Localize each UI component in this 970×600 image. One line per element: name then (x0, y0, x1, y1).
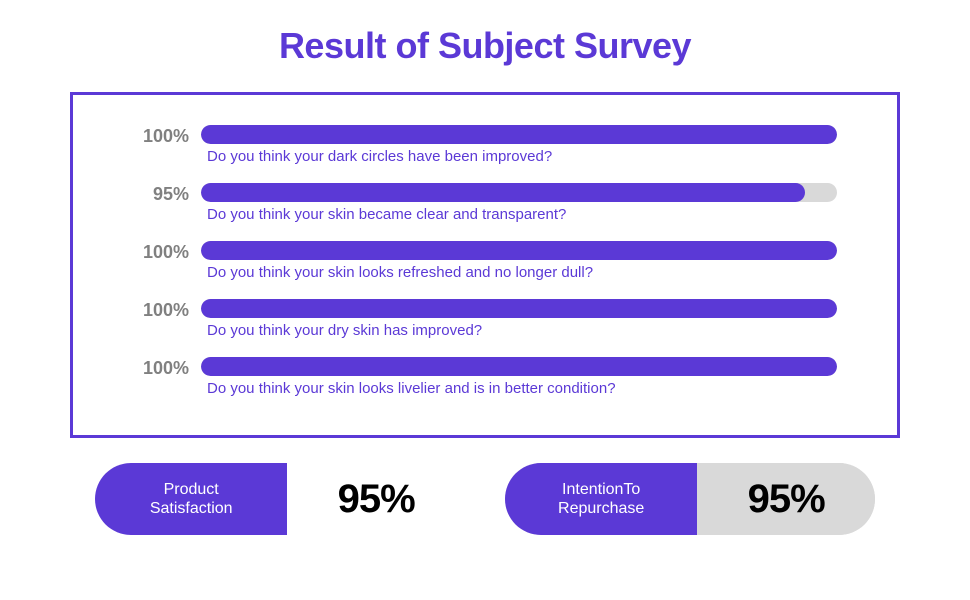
bar-track (201, 125, 837, 144)
bar-track (201, 357, 837, 376)
survey-box: 100%Do you think your dark circles have … (70, 92, 900, 438)
summary-pill-value: 95% (697, 463, 875, 535)
bar-wrap: Do you think your skin became clear and … (201, 183, 837, 223)
summary-pill-value: 95% (287, 463, 465, 535)
bar-fill (201, 357, 837, 376)
summary-pill-label: ProductSatisfaction (95, 463, 287, 535)
survey-bar-row: 100%Do you think your dark circles have … (133, 125, 837, 165)
bar-fill (201, 299, 837, 318)
summary-pill: ProductSatisfaction95% (95, 463, 465, 535)
bar-question: Do you think your skin looks livelier an… (201, 380, 837, 397)
bar-percent-label: 95% (133, 183, 201, 205)
bar-track (201, 299, 837, 318)
bar-wrap: Do you think your dry skin has improved? (201, 299, 837, 339)
bar-track (201, 183, 837, 202)
survey-bar-row: 100%Do you think your skin looks livelie… (133, 357, 837, 397)
bar-track (201, 241, 837, 260)
bar-question: Do you think your dark circles have been… (201, 148, 837, 165)
bar-wrap: Do you think your skin looks livelier an… (201, 357, 837, 397)
page-title: Result of Subject Survey (40, 25, 930, 67)
survey-bar-row: 100%Do you think your dry skin has impro… (133, 299, 837, 339)
bar-percent-label: 100% (133, 241, 201, 263)
bar-wrap: Do you think your dark circles have been… (201, 125, 837, 165)
bar-question: Do you think your dry skin has improved? (201, 322, 837, 339)
bar-question: Do you think your skin became clear and … (201, 206, 837, 223)
summary-pill-label: IntentionToRepurchase (505, 463, 697, 535)
bar-fill (201, 125, 837, 144)
survey-bar-row: 100%Do you think your skin looks refresh… (133, 241, 837, 281)
bar-fill (201, 241, 837, 260)
bar-wrap: Do you think your skin looks refreshed a… (201, 241, 837, 281)
bar-percent-label: 100% (133, 125, 201, 147)
bar-percent-label: 100% (133, 299, 201, 321)
bar-fill (201, 183, 805, 202)
survey-bar-row: 95%Do you think your skin became clear a… (133, 183, 837, 223)
summary-pill: IntentionToRepurchase95% (505, 463, 875, 535)
summary-row: ProductSatisfaction95%IntentionToRepurch… (70, 463, 900, 535)
bar-percent-label: 100% (133, 357, 201, 379)
bar-question: Do you think your skin looks refreshed a… (201, 264, 837, 281)
